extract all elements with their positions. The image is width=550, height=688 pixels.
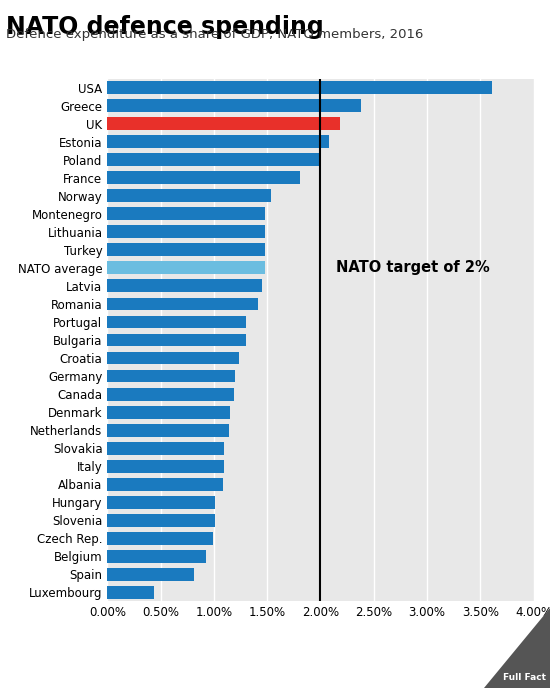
Bar	[107, 352, 239, 365]
Text: NATO: Defence Expenditure of  NATO Countries (2010-2017), Table 3:: NATO: Defence Expenditure of NATO Countr…	[55, 628, 417, 638]
Bar	[107, 261, 265, 275]
Text: Defence expenditure as a share of GDP, NATO members, 2016: Defence expenditure as a share of GDP, N…	[6, 28, 423, 41]
Polygon shape	[484, 608, 550, 688]
Text: Defence expenditure as a share of GDP and annual real change (June 2017): Defence expenditure as a share of GDP an…	[8, 665, 404, 676]
Bar	[107, 442, 224, 455]
Bar	[107, 153, 320, 166]
Bar	[107, 369, 235, 383]
Bar	[107, 279, 262, 292]
Bar	[107, 477, 223, 491]
Bar	[107, 189, 271, 202]
Bar	[107, 316, 246, 328]
Text: NATO defence spending: NATO defence spending	[6, 15, 323, 39]
Bar	[107, 495, 215, 508]
Bar	[107, 460, 224, 473]
Bar	[107, 334, 246, 347]
Bar	[107, 99, 361, 112]
Bar	[107, 514, 215, 526]
Bar	[107, 244, 265, 257]
Bar	[107, 387, 234, 400]
Bar	[107, 136, 329, 149]
Bar	[107, 550, 206, 563]
Bar	[107, 226, 265, 239]
Bar	[107, 424, 229, 436]
Bar	[107, 532, 213, 545]
Text: Source:: Source:	[8, 628, 53, 638]
Bar	[107, 297, 257, 310]
Bar	[107, 568, 194, 581]
Text: Full Fact: Full Fact	[503, 673, 546, 682]
Bar	[107, 585, 154, 599]
Bar	[107, 208, 265, 220]
Bar	[107, 405, 230, 418]
Bar	[107, 81, 492, 94]
Text: NATO target of 2%: NATO target of 2%	[337, 261, 490, 275]
Bar	[107, 118, 339, 131]
Bar	[107, 171, 300, 184]
